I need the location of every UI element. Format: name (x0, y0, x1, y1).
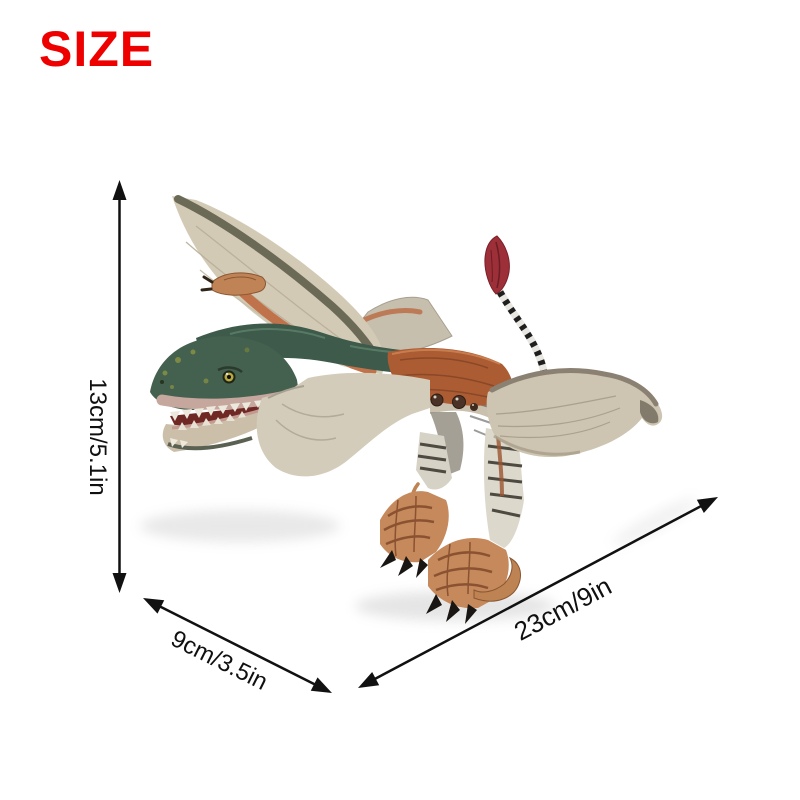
rear-claws (426, 594, 477, 624)
height-arrow (112, 180, 127, 593)
wing-claw (200, 272, 266, 296)
upper-teeth (170, 400, 263, 421)
chest (256, 372, 430, 477)
front-leg (380, 432, 452, 578)
rear-leg (426, 428, 524, 624)
nostril (160, 380, 164, 384)
wing-finger-knobs (430, 393, 478, 411)
rear-spur-hook (473, 556, 521, 602)
front-claws (380, 550, 428, 578)
width-arrow (143, 598, 332, 693)
pterosaur-figure (150, 195, 663, 624)
height-dimension-label: 13cm/5.1in (84, 378, 111, 496)
length-arrow (358, 497, 718, 688)
lower-teeth (178, 411, 246, 430)
eye (222, 370, 236, 384)
right-wing (486, 368, 663, 458)
size-title: SIZE (39, 21, 155, 77)
membrane-flap (430, 412, 464, 478)
